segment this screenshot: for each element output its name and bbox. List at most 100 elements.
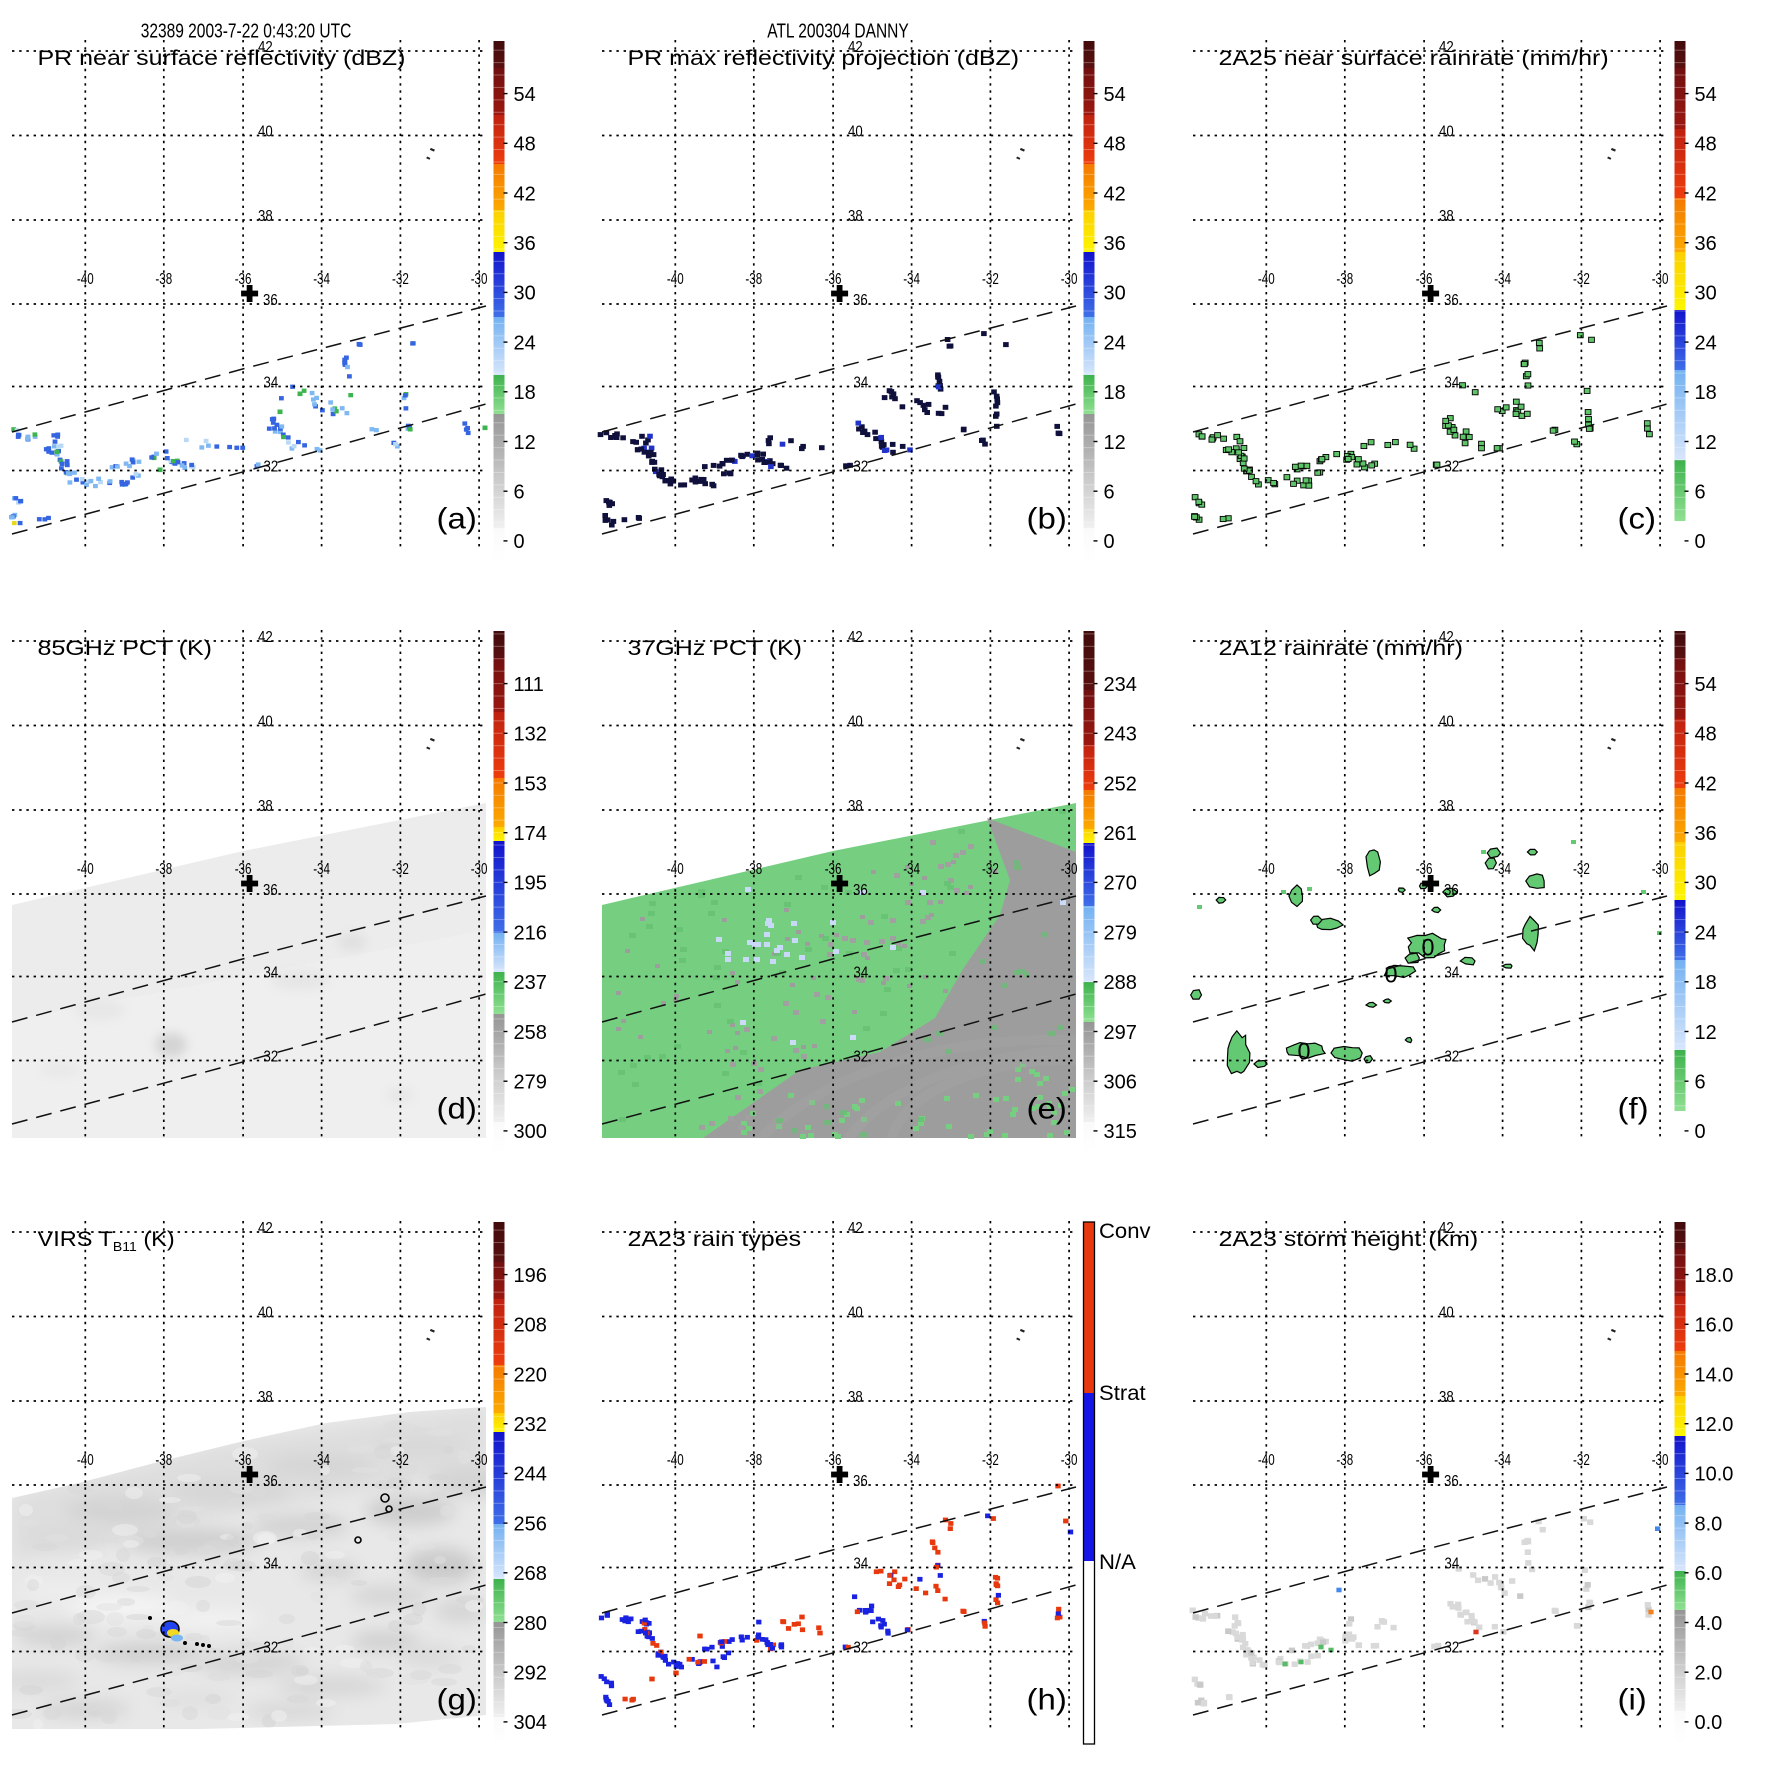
svg-text:300: 300 xyxy=(514,1121,547,1143)
svg-text:42: 42 xyxy=(1695,773,1717,795)
svg-text:237: 237 xyxy=(514,972,547,994)
svg-text:270: 270 xyxy=(1104,873,1137,895)
svg-text:48: 48 xyxy=(1695,724,1717,746)
svg-text:30: 30 xyxy=(514,283,536,305)
svg-text:0: 0 xyxy=(1298,1039,1311,1066)
svg-text:12: 12 xyxy=(1104,432,1126,454)
svg-text:12: 12 xyxy=(1695,1022,1717,1044)
svg-text:(e): (e) xyxy=(1027,1093,1067,1126)
svg-text:12: 12 xyxy=(514,432,536,454)
svg-text:(d): (d) xyxy=(437,1093,477,1126)
svg-text:32389 2003-7-22 0:43:20 UTC: 32389 2003-7-22 0:43:20 UTC xyxy=(141,20,352,43)
svg-text:234: 234 xyxy=(1104,674,1137,696)
svg-text:(a): (a) xyxy=(437,503,477,536)
svg-text:297: 297 xyxy=(1104,1022,1137,1044)
svg-text:(b): (b) xyxy=(1027,503,1067,536)
svg-text:268: 268 xyxy=(514,1563,547,1585)
svg-text:261: 261 xyxy=(1104,823,1137,845)
svg-text:30: 30 xyxy=(1104,283,1126,305)
svg-text:(c): (c) xyxy=(1618,503,1657,536)
svg-text:85GHz PCT (K): 85GHz PCT (K) xyxy=(38,637,213,660)
svg-text:243: 243 xyxy=(1104,724,1137,746)
svg-text:54: 54 xyxy=(1695,84,1717,106)
svg-text:6.0: 6.0 xyxy=(1695,1563,1723,1585)
svg-text:0: 0 xyxy=(1695,531,1706,553)
svg-text:6: 6 xyxy=(514,482,525,504)
svg-text:PR max reflectivity projection: PR max reflectivity projection (dBZ) xyxy=(628,47,1020,70)
svg-text:12: 12 xyxy=(1695,432,1717,454)
svg-text:(h): (h) xyxy=(1027,1684,1067,1717)
svg-text:0: 0 xyxy=(1385,962,1398,989)
svg-text:174: 174 xyxy=(514,823,547,845)
svg-text:292: 292 xyxy=(514,1663,547,1685)
svg-text:24: 24 xyxy=(514,332,536,354)
svg-text:24: 24 xyxy=(1695,332,1717,354)
svg-text:18: 18 xyxy=(514,382,536,404)
svg-text:10.0: 10.0 xyxy=(1695,1464,1734,1486)
svg-text:VIRS TB11 (K): VIRS TB11 (K) xyxy=(38,1228,175,1254)
svg-text:0: 0 xyxy=(1695,1121,1706,1143)
svg-text:30: 30 xyxy=(1695,283,1717,305)
svg-text:16.0: 16.0 xyxy=(1695,1315,1734,1337)
svg-text:(f): (f) xyxy=(1618,1093,1649,1126)
svg-text:279: 279 xyxy=(514,1072,547,1094)
svg-text:2A23 rain types: 2A23 rain types xyxy=(628,1228,802,1251)
svg-text:18: 18 xyxy=(1104,382,1126,404)
svg-text:Conv: Conv xyxy=(1099,1220,1151,1243)
svg-text:36: 36 xyxy=(1695,233,1717,255)
svg-text:4.0: 4.0 xyxy=(1695,1613,1723,1635)
svg-text:288: 288 xyxy=(1104,972,1137,994)
svg-text:36: 36 xyxy=(1104,233,1126,255)
svg-text:196: 196 xyxy=(514,1265,547,1287)
svg-text:18.0: 18.0 xyxy=(1695,1265,1734,1287)
svg-text:48: 48 xyxy=(514,134,536,156)
svg-text:6: 6 xyxy=(1695,482,1706,504)
svg-text:2A25 near surface rainrate (mm: 2A25 near surface rainrate (mm/hr) xyxy=(1219,47,1609,70)
svg-text:0: 0 xyxy=(514,531,525,553)
svg-text:2A23 storm height (km): 2A23 storm height (km) xyxy=(1219,1228,1479,1251)
svg-text:232: 232 xyxy=(514,1414,547,1436)
svg-text:37GHz PCT (K): 37GHz PCT (K) xyxy=(628,637,803,660)
svg-text:24: 24 xyxy=(1695,922,1717,944)
svg-text:48: 48 xyxy=(1104,134,1126,156)
svg-text:220: 220 xyxy=(514,1364,547,1386)
svg-text:6: 6 xyxy=(1695,1072,1706,1094)
svg-text:24: 24 xyxy=(1104,332,1126,354)
svg-text:6: 6 xyxy=(1104,482,1115,504)
svg-text:216: 216 xyxy=(514,922,547,944)
svg-text:244: 244 xyxy=(514,1464,547,1486)
svg-text:14.0: 14.0 xyxy=(1695,1364,1734,1386)
svg-text:252: 252 xyxy=(1104,773,1137,795)
svg-text:18: 18 xyxy=(1695,382,1717,404)
svg-text:0: 0 xyxy=(1104,531,1115,553)
svg-text:(i): (i) xyxy=(1618,1684,1647,1717)
svg-text:54: 54 xyxy=(1695,674,1717,696)
svg-text:N/A: N/A xyxy=(1099,1551,1136,1574)
svg-text:54: 54 xyxy=(514,84,536,106)
svg-text:42: 42 xyxy=(514,183,536,205)
svg-text:12.0: 12.0 xyxy=(1695,1414,1734,1436)
svg-text:0.0: 0.0 xyxy=(1695,1712,1723,1734)
svg-text:195: 195 xyxy=(514,873,547,895)
svg-text:42: 42 xyxy=(1695,183,1717,205)
svg-text:111: 111 xyxy=(514,674,544,696)
svg-text:306: 306 xyxy=(1104,1072,1137,1094)
svg-text:Strat: Strat xyxy=(1099,1382,1146,1405)
svg-text:280: 280 xyxy=(514,1613,547,1635)
svg-text:18: 18 xyxy=(1695,972,1717,994)
svg-text:2A12 rainrate (mm/hr): 2A12 rainrate (mm/hr) xyxy=(1219,637,1463,660)
svg-text:36: 36 xyxy=(514,233,536,255)
svg-text:PR near surface reflectivity (: PR near surface reflectivity (dBZ) xyxy=(38,47,406,70)
svg-text:153: 153 xyxy=(514,773,547,795)
svg-text:30: 30 xyxy=(1695,873,1717,895)
svg-text:42: 42 xyxy=(1104,183,1126,205)
svg-text:36: 36 xyxy=(1695,823,1717,845)
svg-text:48: 48 xyxy=(1695,134,1717,156)
svg-text:315: 315 xyxy=(1104,1121,1137,1143)
svg-text:258: 258 xyxy=(514,1022,547,1044)
svg-text:54: 54 xyxy=(1104,84,1126,106)
svg-text:208: 208 xyxy=(514,1315,547,1337)
svg-text:279: 279 xyxy=(1104,922,1137,944)
svg-text:(g): (g) xyxy=(437,1684,477,1717)
svg-text:304: 304 xyxy=(514,1712,547,1734)
